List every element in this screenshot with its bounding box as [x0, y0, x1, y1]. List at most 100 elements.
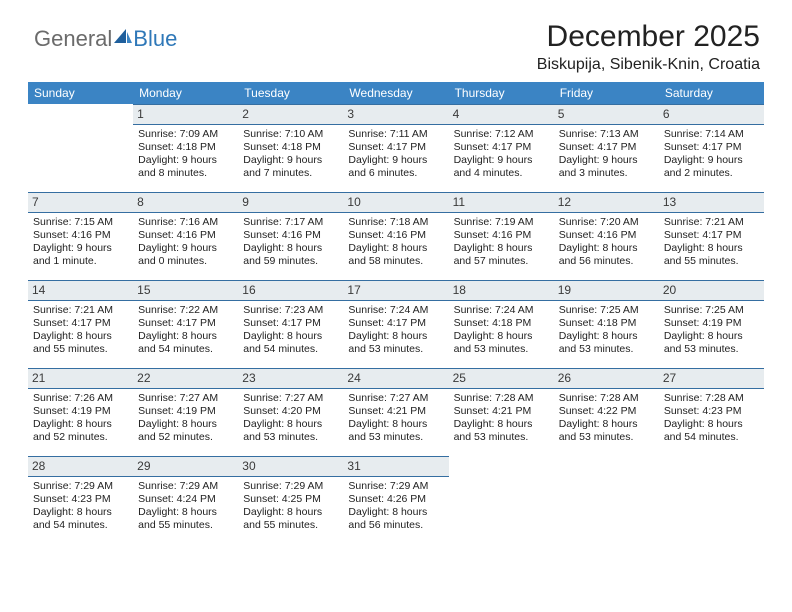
day-info: Sunrise: 7:29 AMSunset: 4:25 PMDaylight:…	[242, 480, 339, 533]
day-info: Sunrise: 7:14 AMSunset: 4:17 PMDaylight:…	[663, 128, 760, 181]
calendar-cell	[659, 456, 764, 544]
daylight-text: Daylight: 8 hours and 59 minutes.	[243, 242, 338, 268]
sunrise-text: Sunrise: 7:27 AM	[138, 392, 233, 405]
daylight-text: Daylight: 8 hours and 57 minutes.	[454, 242, 549, 268]
daylight-text: Daylight: 8 hours and 54 minutes.	[243, 330, 338, 356]
sunset-text: Sunset: 4:18 PM	[243, 141, 338, 154]
day-info: Sunrise: 7:16 AMSunset: 4:16 PMDaylight:…	[137, 216, 234, 269]
sunset-text: Sunset: 4:26 PM	[348, 493, 443, 506]
calendar-cell: 6 Sunrise: 7:14 AMSunset: 4:17 PMDaylight…	[659, 104, 764, 192]
sunrise-text: Sunrise: 7:29 AM	[33, 480, 128, 493]
day-info: Sunrise: 7:24 AMSunset: 4:18 PMDaylight:…	[453, 304, 550, 357]
logo: General Blue	[34, 26, 177, 52]
sunset-text: Sunset: 4:19 PM	[138, 405, 233, 418]
sunset-text: Sunset: 4:17 PM	[664, 229, 759, 242]
calendar-cell: 16Sunrise: 7:23 AMSunset: 4:17 PMDayligh…	[238, 280, 343, 368]
sunrise-text: Sunrise: 7:29 AM	[138, 480, 233, 493]
day-info: Sunrise: 7:21 AMSunset: 4:17 PMDaylight:…	[663, 216, 760, 269]
sunrise-text: Sunrise: 7:28 AM	[559, 392, 654, 405]
calendar-cell: 30Sunrise: 7:29 AMSunset: 4:25 PMDayligh…	[238, 456, 343, 544]
sunrise-text: Sunrise: 7:25 AM	[559, 304, 654, 317]
day-number: 6	[659, 104, 764, 125]
dayhead-mon: Monday	[133, 82, 238, 104]
day-number: 31	[343, 456, 448, 477]
calendar-cell: 1Sunrise: 7:09 AMSunset: 4:18 PMDaylight…	[133, 104, 238, 192]
sunrise-text: Sunrise: 7:29 AM	[348, 480, 443, 493]
daylight-text: Daylight: 8 hours and 52 minutes.	[33, 418, 128, 444]
calendar-cell: 9Sunrise: 7:17 AMSunset: 4:16 PMDaylight…	[238, 192, 343, 280]
day-info: Sunrise: 7:18 AMSunset: 4:16 PMDaylight:…	[347, 216, 444, 269]
daylight-text: Daylight: 8 hours and 53 minutes.	[559, 330, 654, 356]
calendar-cell	[449, 456, 554, 544]
day-number: 19	[554, 280, 659, 301]
calendar-cell: 19Sunrise: 7:25 AMSunset: 4:18 PMDayligh…	[554, 280, 659, 368]
day-info: Sunrise: 7:09 AMSunset: 4:18 PMDaylight:…	[137, 128, 234, 181]
sunrise-text: Sunrise: 7:28 AM	[664, 392, 759, 405]
sunset-text: Sunset: 4:16 PM	[559, 229, 654, 242]
day-info: Sunrise: 7:19 AMSunset: 4:16 PMDaylight:…	[453, 216, 550, 269]
daylight-text: Daylight: 9 hours and 1 minute.	[33, 242, 128, 268]
daylight-text: Daylight: 8 hours and 53 minutes.	[348, 418, 443, 444]
day-info: Sunrise: 7:12 AMSunset: 4:17 PMDaylight:…	[453, 128, 550, 181]
dayhead-wed: Wednesday	[343, 82, 448, 104]
sunrise-text: Sunrise: 7:12 AM	[454, 128, 549, 141]
sunrise-text: Sunrise: 7:19 AM	[454, 216, 549, 229]
sunset-text: Sunset: 4:23 PM	[33, 493, 128, 506]
day-info: Sunrise: 7:22 AMSunset: 4:17 PMDaylight:…	[137, 304, 234, 357]
daylight-text: Daylight: 9 hours and 8 minutes.	[138, 154, 233, 180]
calendar-cell: 22Sunrise: 7:27 AMSunset: 4:19 PMDayligh…	[133, 368, 238, 456]
calendar-cell: 7Sunrise: 7:15 AMSunset: 4:16 PMDaylight…	[28, 192, 133, 280]
sunset-text: Sunset: 4:17 PM	[559, 141, 654, 154]
daylight-text: Daylight: 8 hours and 55 minutes.	[138, 506, 233, 532]
calendar-cell: 11Sunrise: 7:19 AMSunset: 4:16 PMDayligh…	[449, 192, 554, 280]
daylight-text: Daylight: 8 hours and 54 minutes.	[664, 418, 759, 444]
day-info: Sunrise: 7:27 AMSunset: 4:19 PMDaylight:…	[137, 392, 234, 445]
daylight-text: Daylight: 8 hours and 56 minutes.	[559, 242, 654, 268]
day-info: Sunrise: 7:28 AMSunset: 4:22 PMDaylight:…	[558, 392, 655, 445]
calendar-cell: 4 Sunrise: 7:12 AMSunset: 4:17 PMDaylight…	[449, 104, 554, 192]
sunrise-text: Sunrise: 7:24 AM	[348, 304, 443, 317]
sunset-text: Sunset: 4:16 PM	[243, 229, 338, 242]
calendar-cell: 2Sunrise: 7:10 AMSunset: 4:18 PMDaylight…	[238, 104, 343, 192]
sunrise-text: Sunrise: 7:20 AM	[559, 216, 654, 229]
sunrise-text: Sunrise: 7:10 AM	[243, 128, 338, 141]
day-header-row: Sunday Monday Tuesday Wednesday Thursday…	[28, 82, 764, 104]
sunset-text: Sunset: 4:25 PM	[243, 493, 338, 506]
daylight-text: Daylight: 8 hours and 58 minutes.	[348, 242, 443, 268]
calendar-cell: 17Sunrise: 7:24 AMSunset: 4:17 PMDayligh…	[343, 280, 448, 368]
page-subtitle: Biskupija, Sibenik-Knin, Croatia	[28, 56, 760, 74]
sunrise-text: Sunrise: 7:29 AM	[243, 480, 338, 493]
sunrise-text: Sunrise: 7:21 AM	[33, 304, 128, 317]
dayhead-sat: Saturday	[659, 82, 764, 104]
day-number: 16	[238, 280, 343, 301]
sunset-text: Sunset: 4:16 PM	[454, 229, 549, 242]
day-number: 3	[343, 104, 448, 125]
day-number: 10	[343, 192, 448, 213]
day-info: Sunrise: 7:27 AMSunset: 4:20 PMDaylight:…	[242, 392, 339, 445]
daylight-text: Daylight: 8 hours and 54 minutes.	[138, 330, 233, 356]
sunrise-text: Sunrise: 7:16 AM	[138, 216, 233, 229]
daylight-text: Daylight: 9 hours and 7 minutes.	[243, 154, 338, 180]
day-info: Sunrise: 7:29 AMSunset: 4:24 PMDaylight:…	[137, 480, 234, 533]
calendar-row: 14Sunrise: 7:21 AMSunset: 4:17 PMDayligh…	[28, 280, 764, 368]
sunset-text: Sunset: 4:18 PM	[138, 141, 233, 154]
day-info: Sunrise: 7:10 AMSunset: 4:18 PMDaylight:…	[242, 128, 339, 181]
calendar-cell: 28Sunrise: 7:29 AMSunset: 4:23 PMDayligh…	[28, 456, 133, 544]
logo-text-blue: Blue	[133, 26, 177, 52]
calendar-cell: 24Sunrise: 7:27 AMSunset: 4:21 PMDayligh…	[343, 368, 448, 456]
day-number: 29	[133, 456, 238, 477]
daylight-text: Daylight: 9 hours and 3 minutes.	[559, 154, 654, 180]
calendar-cell: 20Sunrise: 7:25 AMSunset: 4:19 PMDayligh…	[659, 280, 764, 368]
day-number: 4	[449, 104, 554, 125]
day-number: 28	[28, 456, 133, 477]
day-number: 15	[133, 280, 238, 301]
day-info: Sunrise: 7:28 AMSunset: 4:23 PMDaylight:…	[663, 392, 760, 445]
daylight-text: Daylight: 8 hours and 53 minutes.	[664, 330, 759, 356]
sunrise-text: Sunrise: 7:27 AM	[348, 392, 443, 405]
daylight-text: Daylight: 8 hours and 53 minutes.	[454, 330, 549, 356]
logo-text-general: General	[34, 26, 112, 52]
day-info: Sunrise: 7:25 AMSunset: 4:19 PMDaylight:…	[663, 304, 760, 357]
calendar-cell: 10 Sunrise: 7:18 AMSunset: 4:16 PMDayligh…	[343, 192, 448, 280]
day-number: 21	[28, 368, 133, 389]
calendar-cell: 29 Sunrise: 7:29 AMSunset: 4:24 PMDayligh…	[133, 456, 238, 544]
